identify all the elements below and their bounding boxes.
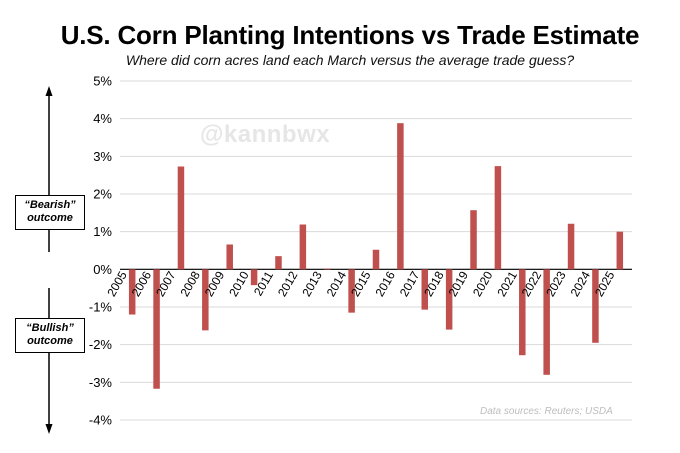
chart-subtitle: Where did corn acres land each March ver… bbox=[125, 52, 575, 68]
y-tick-label: -4% bbox=[89, 413, 113, 428]
x-tick-label: 2024 bbox=[568, 269, 594, 299]
y-tick-label: 2% bbox=[93, 187, 112, 202]
up-arrow-icon bbox=[45, 86, 53, 96]
x-tick-label: 2017 bbox=[397, 269, 423, 299]
x-tick-label: 2016 bbox=[373, 269, 399, 299]
bearish-label-line1: “Bearish” bbox=[24, 199, 76, 211]
y-tick-label: 3% bbox=[93, 149, 112, 164]
y-tick-label: 4% bbox=[93, 111, 112, 126]
chart-title: U.S. Corn Planting Intentions vs Trade E… bbox=[60, 20, 640, 50]
x-tick-label: 2012 bbox=[275, 269, 301, 299]
down-arrow-icon bbox=[45, 424, 53, 434]
bar bbox=[616, 231, 624, 270]
bullish-outcome-label: “Bullish” outcome bbox=[15, 318, 85, 353]
bar bbox=[421, 269, 429, 310]
x-tick-label: 2008 bbox=[177, 269, 203, 299]
bar bbox=[494, 166, 502, 270]
bar bbox=[445, 269, 453, 330]
y-tick-label: 0% bbox=[93, 262, 112, 277]
bar bbox=[153, 269, 160, 389]
bar bbox=[567, 223, 575, 270]
bearish-outcome-label: “Bearish” outcome bbox=[15, 195, 85, 230]
bullish-label-line2: outcome bbox=[27, 335, 73, 347]
x-tick-label: 2013 bbox=[299, 269, 325, 299]
bar bbox=[592, 269, 599, 343]
data-source-note: Data sources: Reuters; USDA bbox=[480, 406, 613, 417]
bar bbox=[372, 249, 380, 270]
y-tick-label: 5% bbox=[93, 74, 112, 89]
bar bbox=[226, 244, 233, 270]
bearish-label-line2: outcome bbox=[27, 212, 73, 224]
bullish-label-line1: “Bullish” bbox=[26, 322, 74, 334]
x-tick-label: 2020 bbox=[470, 269, 496, 299]
bar bbox=[543, 269, 550, 375]
bar bbox=[397, 123, 404, 270]
watermark: @kannbwx bbox=[200, 121, 331, 148]
bar bbox=[470, 210, 477, 270]
bar bbox=[323, 268, 331, 270]
bar bbox=[128, 269, 136, 315]
bar bbox=[519, 269, 526, 356]
y-tick-label: 1% bbox=[93, 224, 112, 239]
y-tick-label: -1% bbox=[89, 300, 113, 315]
bar bbox=[348, 269, 355, 313]
bar bbox=[299, 224, 307, 270]
x-tick-label: 2014 bbox=[324, 269, 350, 299]
x-tick-label: 2010 bbox=[226, 269, 252, 299]
bar bbox=[177, 166, 185, 270]
x-tick-label: 2021 bbox=[494, 269, 520, 299]
bar bbox=[202, 269, 209, 331]
bar bbox=[250, 269, 258, 286]
bar bbox=[275, 256, 282, 270]
y-tick-label: -3% bbox=[89, 375, 113, 390]
y-tick-label: -2% bbox=[89, 337, 113, 352]
